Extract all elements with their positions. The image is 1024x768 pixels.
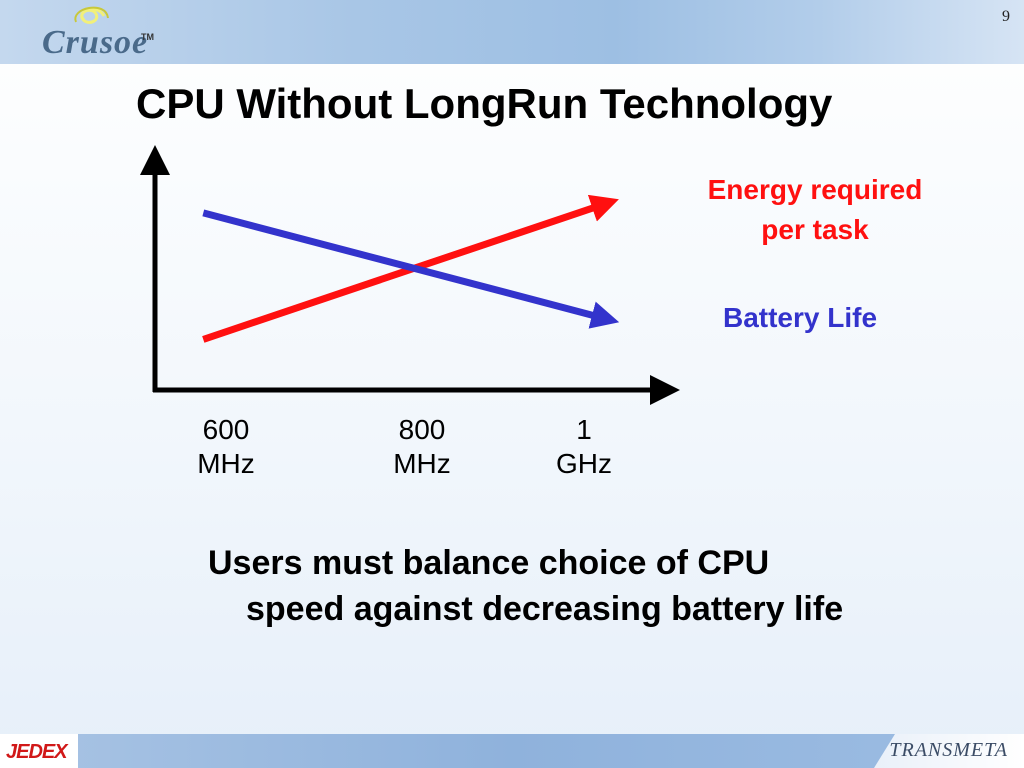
x-tick-value: 800 (398, 414, 446, 445)
jedex-logo: JEDEX (6, 741, 68, 763)
energy-label-line1: Energy required (707, 174, 923, 205)
energy-series-line (202, 194, 619, 343)
x-tick-unit: GHz (556, 448, 612, 479)
body-line-1: Users must balance choice of CPU (208, 544, 770, 582)
footer-left-tab (0, 734, 78, 768)
body-text: Users must balance choice of CPU speed a… (208, 540, 843, 632)
x-tick-unit: MHz (197, 448, 255, 479)
battery-series-line (202, 209, 620, 329)
page-title: CPU Without LongRun Technology (136, 80, 833, 127)
crusoe-logo: Crusoe TM (36, 2, 166, 62)
crusoe-wordmark: Crusoe (42, 24, 149, 61)
body-line-2: speed against decreasing battery life (246, 590, 844, 628)
x-tick-800: 800 MHz (362, 413, 482, 481)
energy-label-line2: per task (761, 214, 869, 245)
trademark-label: TM (141, 32, 154, 42)
energy-series-label: Energy required per task (670, 170, 960, 250)
footer-bar (0, 734, 1024, 768)
x-tick-value: 600 (202, 414, 250, 445)
swirl-icon (74, 6, 109, 24)
transmeta-logo: TRANSMETA (889, 739, 1008, 761)
footer-right-tab (874, 734, 1024, 768)
battery-series-label: Battery Life (722, 302, 878, 333)
x-tick-600: 600 MHz (166, 413, 286, 481)
x-tick-1ghz: 1 GHz (524, 413, 644, 481)
x-tick-value: 1 (576, 414, 592, 445)
header-bar (0, 0, 1024, 64)
x-tick-unit: MHz (393, 448, 451, 479)
slide-number: 9 (1002, 8, 1010, 25)
